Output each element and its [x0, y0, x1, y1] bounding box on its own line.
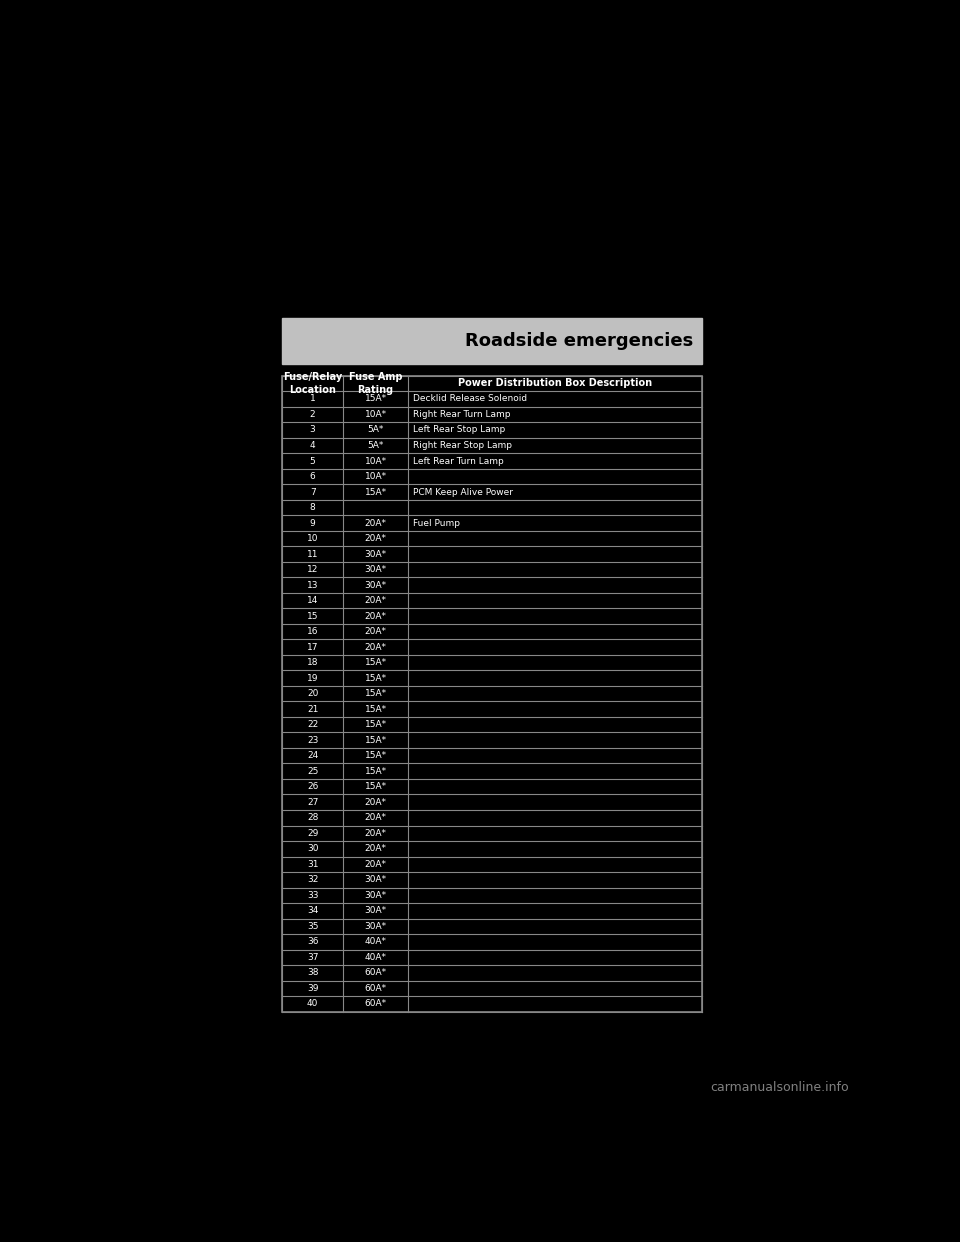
Text: 22: 22	[307, 720, 318, 729]
Text: 15A*: 15A*	[365, 395, 387, 404]
Text: 8: 8	[310, 503, 316, 512]
Text: 30: 30	[307, 845, 319, 853]
Text: 5A*: 5A*	[368, 441, 384, 450]
Text: 20A*: 20A*	[365, 627, 387, 636]
Text: 15A*: 15A*	[365, 689, 387, 698]
Text: 30A*: 30A*	[365, 549, 387, 559]
Text: 30A*: 30A*	[365, 891, 387, 899]
Text: Fuse/Relay
Location: Fuse/Relay Location	[283, 373, 342, 395]
Text: 36: 36	[307, 938, 319, 946]
Text: 40A*: 40A*	[365, 938, 387, 946]
Text: 60A*: 60A*	[365, 984, 387, 992]
Text: 20A*: 20A*	[365, 859, 387, 869]
Text: Right Rear Turn Lamp: Right Rear Turn Lamp	[413, 410, 511, 419]
Text: 20A*: 20A*	[365, 797, 387, 807]
Text: 30A*: 30A*	[365, 922, 387, 930]
Text: 38: 38	[307, 969, 319, 977]
Text: 20A*: 20A*	[365, 611, 387, 621]
Text: 9: 9	[310, 519, 316, 528]
Text: 10: 10	[307, 534, 319, 543]
Text: 15A*: 15A*	[365, 720, 387, 729]
Text: 19: 19	[307, 673, 319, 683]
Text: 15A*: 15A*	[365, 488, 387, 497]
Text: 20A*: 20A*	[365, 828, 387, 838]
Text: 1: 1	[310, 395, 316, 404]
Text: 15A*: 15A*	[365, 658, 387, 667]
Text: 15A*: 15A*	[365, 704, 387, 714]
Text: 7: 7	[310, 488, 316, 497]
Text: 24: 24	[307, 751, 318, 760]
Text: 20A*: 20A*	[365, 814, 387, 822]
Text: 13: 13	[307, 580, 319, 590]
Text: 18: 18	[307, 658, 319, 667]
Text: 20A*: 20A*	[365, 845, 387, 853]
Text: 21: 21	[307, 704, 319, 714]
Text: 11: 11	[307, 549, 319, 559]
Bar	[282, 318, 702, 364]
Text: 3: 3	[310, 426, 316, 435]
Text: 26: 26	[307, 782, 319, 791]
Text: Left Rear Turn Lamp: Left Rear Turn Lamp	[413, 457, 504, 466]
Text: 39: 39	[307, 984, 319, 992]
Text: 35: 35	[307, 922, 319, 930]
Text: Roadside emergencies: Roadside emergencies	[465, 333, 693, 350]
Text: 28: 28	[307, 814, 319, 822]
Text: 15A*: 15A*	[365, 782, 387, 791]
Text: 10A*: 10A*	[365, 457, 387, 466]
Text: 32: 32	[307, 876, 319, 884]
Text: 6: 6	[310, 472, 316, 481]
Text: 34: 34	[307, 907, 319, 915]
Text: 20A*: 20A*	[365, 596, 387, 605]
Text: Fuel Pump: Fuel Pump	[413, 519, 460, 528]
Text: 16: 16	[307, 627, 319, 636]
Text: 60A*: 60A*	[365, 969, 387, 977]
Text: 37: 37	[307, 953, 319, 961]
Text: 60A*: 60A*	[365, 1000, 387, 1009]
Text: 5A*: 5A*	[368, 426, 384, 435]
Text: 4: 4	[310, 441, 316, 450]
Text: 40A*: 40A*	[365, 953, 387, 961]
Text: PCM Keep Alive Power: PCM Keep Alive Power	[413, 488, 513, 497]
Text: 30A*: 30A*	[365, 580, 387, 590]
Text: 20A*: 20A*	[365, 519, 387, 528]
Text: 20A*: 20A*	[365, 642, 387, 652]
Text: Decklid Release Solenoid: Decklid Release Solenoid	[413, 395, 527, 404]
Text: Right Rear Stop Lamp: Right Rear Stop Lamp	[413, 441, 512, 450]
Text: 15A*: 15A*	[365, 751, 387, 760]
Text: 12: 12	[307, 565, 319, 574]
Text: 2: 2	[310, 410, 316, 419]
Text: 15: 15	[307, 611, 319, 621]
Text: 30A*: 30A*	[365, 876, 387, 884]
Text: 17: 17	[307, 642, 319, 652]
Text: 10A*: 10A*	[365, 472, 387, 481]
Text: 40: 40	[307, 1000, 319, 1009]
Text: 23: 23	[307, 735, 319, 745]
Text: 20: 20	[307, 689, 319, 698]
Text: 29: 29	[307, 828, 319, 838]
Text: 30A*: 30A*	[365, 565, 387, 574]
Text: 15A*: 15A*	[365, 766, 387, 776]
Text: Left Rear Stop Lamp: Left Rear Stop Lamp	[413, 426, 505, 435]
Text: 15A*: 15A*	[365, 673, 387, 683]
Text: 14: 14	[307, 596, 319, 605]
Text: 20A*: 20A*	[365, 534, 387, 543]
Text: 15A*: 15A*	[365, 735, 387, 745]
Text: 5: 5	[310, 457, 316, 466]
Text: 33: 33	[307, 891, 319, 899]
Text: carmanualsonline.info: carmanualsonline.info	[710, 1081, 849, 1094]
Text: 25: 25	[307, 766, 319, 776]
Text: 10A*: 10A*	[365, 410, 387, 419]
Text: 31: 31	[307, 859, 319, 869]
Text: Power Distribution Box Description: Power Distribution Box Description	[458, 379, 652, 389]
Text: Fuse Amp
Rating: Fuse Amp Rating	[348, 373, 402, 395]
Text: 27: 27	[307, 797, 319, 807]
Bar	[282, 375, 702, 1012]
Text: 30A*: 30A*	[365, 907, 387, 915]
